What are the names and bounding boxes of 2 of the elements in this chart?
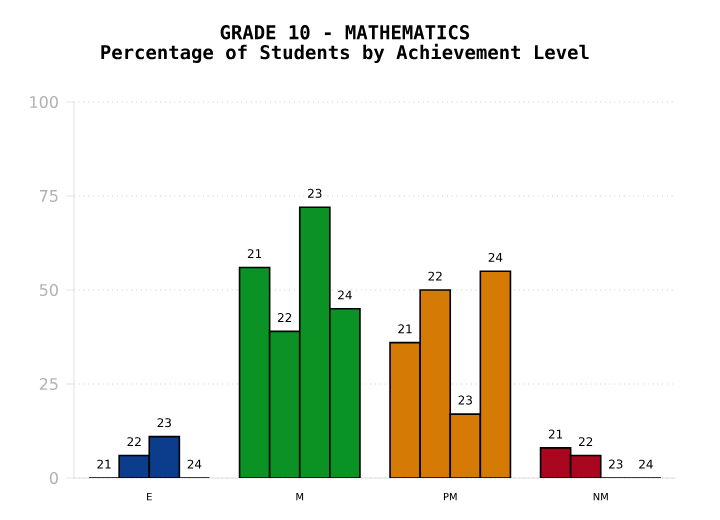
chart-title: GRADE 10 - MATHEMATICS (220, 25, 470, 40)
chart-subtitle: Percentage of Students by Achievement Level (101, 43, 589, 63)
